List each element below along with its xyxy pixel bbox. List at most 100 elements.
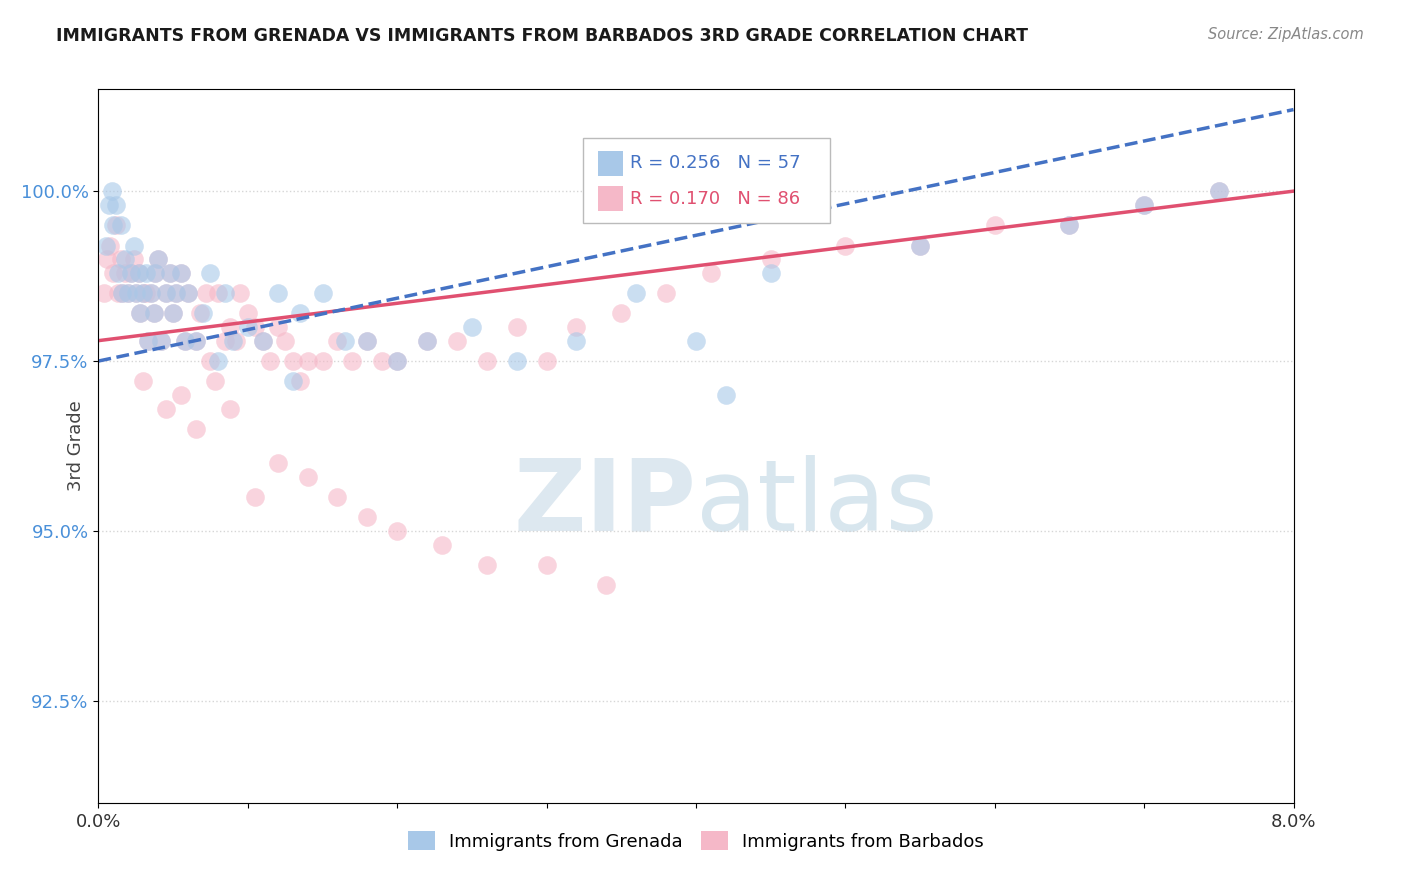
- Point: [908, 238, 931, 252]
- Point: [385, 354, 409, 368]
- Point: [342, 354, 364, 368]
- Point: [177, 286, 200, 301]
- Point: [165, 286, 187, 301]
- Y-axis label: 3rd Grade: 3rd Grade: [66, 401, 84, 491]
- Point: [267, 286, 290, 301]
- Point: [371, 354, 394, 368]
- Point: [103, 266, 125, 280]
- Point: [125, 286, 148, 301]
- Point: [111, 286, 134, 301]
- Point: [120, 266, 142, 280]
- Point: [252, 334, 274, 348]
- Point: [536, 558, 558, 572]
- Point: [124, 252, 146, 266]
- Point: [155, 401, 177, 416]
- Point: [356, 334, 378, 348]
- Point: [132, 286, 155, 301]
- Point: [93, 286, 115, 301]
- Point: [385, 354, 409, 368]
- Point: [120, 266, 142, 280]
- Point: [103, 218, 125, 232]
- Point: [219, 401, 242, 416]
- Point: [1133, 198, 1156, 212]
- Point: [114, 266, 136, 280]
- Point: [135, 266, 157, 280]
- Text: R = 0.256   N = 57: R = 0.256 N = 57: [630, 154, 800, 172]
- Point: [475, 354, 498, 368]
- Point: [135, 286, 157, 301]
- Point: [700, 266, 723, 280]
- Point: [124, 238, 146, 252]
- Point: [475, 558, 498, 572]
- Point: [139, 286, 162, 301]
- Point: [595, 578, 617, 592]
- Point: [117, 286, 139, 301]
- Point: [416, 334, 439, 348]
- Point: [356, 334, 378, 348]
- Point: [191, 306, 214, 320]
- Point: [105, 198, 128, 212]
- Point: [236, 306, 259, 320]
- Point: [114, 252, 136, 266]
- Point: [148, 252, 170, 266]
- Point: [908, 238, 931, 252]
- Point: [128, 266, 150, 280]
- Point: [96, 252, 118, 266]
- Point: [169, 266, 191, 280]
- Point: [1059, 218, 1081, 232]
- Point: [506, 320, 529, 334]
- Point: [129, 306, 152, 320]
- Point: [101, 184, 124, 198]
- Point: [626, 286, 648, 301]
- Point: [385, 524, 409, 538]
- Point: [834, 238, 856, 252]
- Point: [174, 334, 197, 348]
- Point: [188, 306, 211, 320]
- Point: [430, 537, 453, 551]
- Text: IMMIGRANTS FROM GRENADA VS IMMIGRANTS FROM BARBADOS 3RD GRADE CORRELATION CHART: IMMIGRANTS FROM GRENADA VS IMMIGRANTS FR…: [56, 27, 1028, 45]
- Point: [136, 334, 159, 348]
- Point: [267, 456, 290, 470]
- Point: [200, 354, 222, 368]
- Point: [107, 266, 129, 280]
- Point: [274, 334, 297, 348]
- Point: [162, 306, 184, 320]
- Point: [759, 252, 782, 266]
- Point: [184, 422, 207, 436]
- Point: [195, 286, 218, 301]
- Point: [506, 354, 529, 368]
- Point: [142, 306, 165, 320]
- Point: [132, 286, 155, 301]
- Point: [297, 354, 319, 368]
- Point: [98, 238, 122, 252]
- Point: [984, 218, 1007, 232]
- Point: [136, 334, 159, 348]
- Point: [214, 334, 236, 348]
- Point: [326, 334, 349, 348]
- Point: [446, 334, 468, 348]
- Point: [1133, 198, 1156, 212]
- Point: [461, 320, 484, 334]
- Point: [143, 266, 166, 280]
- Point: [110, 218, 132, 232]
- Point: [132, 375, 155, 389]
- Point: [139, 286, 162, 301]
- Point: [129, 306, 152, 320]
- Point: [184, 334, 207, 348]
- Point: [288, 306, 311, 320]
- Point: [714, 388, 737, 402]
- Point: [311, 354, 333, 368]
- Point: [326, 490, 349, 504]
- Point: [225, 334, 247, 348]
- Legend: Immigrants from Grenada, Immigrants from Barbados: Immigrants from Grenada, Immigrants from…: [401, 824, 991, 858]
- Point: [165, 286, 187, 301]
- Point: [142, 306, 165, 320]
- Point: [229, 286, 252, 301]
- Point: [143, 266, 166, 280]
- Point: [222, 334, 245, 348]
- Point: [245, 490, 267, 504]
- Point: [107, 286, 129, 301]
- Point: [288, 375, 311, 389]
- Point: [565, 334, 588, 348]
- Point: [105, 218, 128, 232]
